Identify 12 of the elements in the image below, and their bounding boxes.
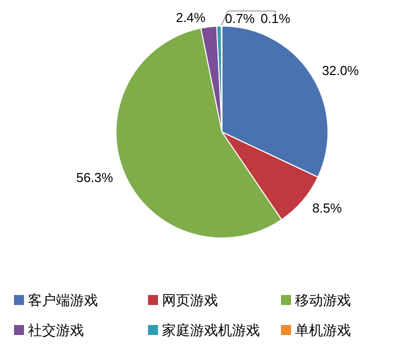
- legend-label: 社交游戏: [28, 322, 84, 338]
- legend-label: 单机游戏: [295, 322, 351, 338]
- data-label: 0.7%: [225, 11, 256, 26]
- legend-label: 客户端游戏: [28, 292, 98, 308]
- data-label: 0.1%: [260, 11, 291, 26]
- legend-label: 移动游戏: [295, 292, 351, 308]
- data-label: 2.4%: [176, 10, 206, 25]
- data-label: 56.3%: [76, 170, 114, 186]
- data-label: 32.0%: [322, 62, 360, 78]
- data-label: 8.5%: [312, 200, 342, 216]
- legend-label: 家庭游戏机游戏: [162, 322, 260, 338]
- legend-label: 网页游戏: [162, 292, 218, 308]
